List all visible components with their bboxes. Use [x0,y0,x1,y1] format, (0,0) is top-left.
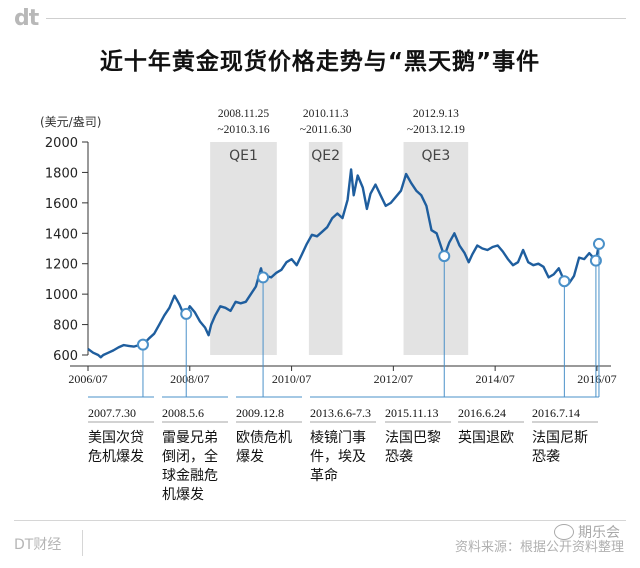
qe-range-start: 2008.11.25 [218,108,270,120]
price-series-line [87,168,602,359]
event-description: 美国次贷 [88,430,144,446]
y-tick-label: 2000 [45,136,78,151]
y-tick-label: 1400 [45,227,78,242]
chart-title: 近十年黄金现货价格走势与“黑天鹅”事件 [99,49,541,75]
event-marker [180,307,193,320]
event-marker [136,338,149,351]
event-description: 机爆发 [162,487,204,503]
footer-separator [82,530,83,556]
event-description: 法国尼斯 [532,430,588,446]
event-description: 棱镜门事 [310,430,366,446]
y-tick-label: 800 [53,319,78,334]
y-tick-label: 1000 [45,288,78,303]
event-date: 2016.7.14 [532,406,580,420]
y-tick-label: 600 [53,349,78,364]
y-axis-label: (美元/盎司) [40,115,101,129]
event-description: 欧债危机 [236,430,292,446]
footer-brand: DT财经 [14,537,62,553]
event-description: 革命 [310,467,338,484]
qe-band-2 [308,142,343,355]
x-tick-label: 2016/07 [577,372,616,386]
event-description: 危机爆发 [88,449,144,465]
event-description: 恐袭 [532,449,560,465]
y-tick-label: 1800 [45,166,78,181]
event-marker [257,271,270,284]
event-date: 2015.11.13 [385,406,439,420]
event-description: 法国巴黎 [385,430,441,446]
y-tick-label: 1600 [45,197,78,212]
event-marker [558,275,571,288]
x-tick-label: 2010/07 [272,372,311,386]
brand-logo: dt [14,6,39,31]
event-description: 件，埃及 [310,449,366,465]
wechat-icon [554,524,574,540]
event-description: 球金融危 [162,468,218,484]
qe-label: QE2 [311,148,340,164]
event-description: 英国退欧 [458,429,514,446]
event-date: 2009.12.8 [236,406,284,420]
event-description: 恐袭 [385,449,413,465]
qe-range-end: ~2011.6.30 [300,124,352,136]
event-description: 倒闭，全 [162,448,218,465]
x-tick-label: 2008/07 [170,372,209,386]
event-marker [592,237,605,250]
y-tick-label: 1200 [45,258,78,273]
gold-price-chart: 2008.11.25 ~2010.3.16 QE1 2010.11.3 ~2011.6.… [40,108,617,503]
qe-band-3 [403,142,469,355]
event-date: 2016.6.24 [458,406,506,420]
x-tick-label: 2006/07 [68,372,107,386]
x-tick-label: 2014/07 [475,372,514,386]
event-marker [438,250,451,263]
watermark-text: 期乐会 [578,525,620,541]
event-date: 2007.7.30 [88,406,136,420]
event-date: 2008.5.6 [162,406,204,420]
qe-range-end: ~2013.12.19 [407,124,465,136]
event-date: 2013.6.6-7.3 [310,406,371,420]
event-description: 爆发 [236,449,264,465]
x-tick-label: 2012/07 [374,372,413,386]
qe-label: QE3 [421,148,450,164]
qe-range-end: ~2010.3.16 [217,124,269,136]
event-description: 雷曼兄弟 [162,430,218,446]
top-divider [46,18,626,19]
qe-band-1 [210,142,277,355]
qe-label: QE1 [229,148,258,164]
watermark: 期乐会 [554,522,620,542]
footer-divider [14,520,626,521]
event-marker [589,254,602,267]
footer-source: 资料来源：根据公开资料整理 [454,540,624,555]
qe-range-start: 2010.11.3 [303,108,349,120]
qe-range-start: 2012.9.13 [413,108,459,120]
